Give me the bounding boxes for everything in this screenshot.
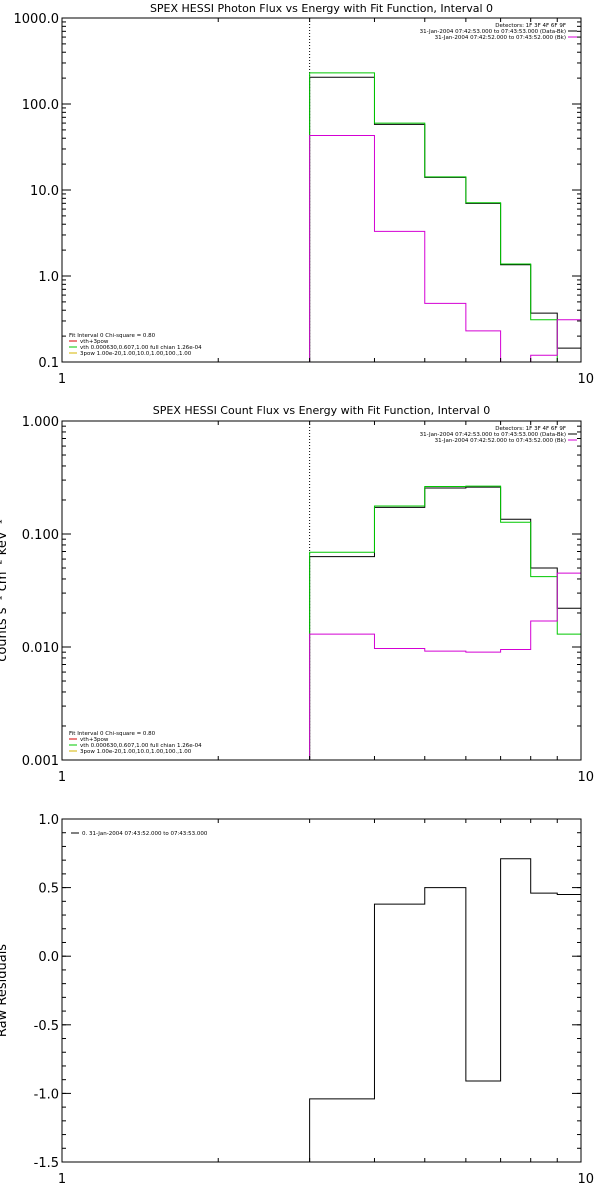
x-tick-label: 10	[577, 770, 594, 785]
y-tick-label: 0.5	[38, 882, 59, 897]
y-tick-label: 0.1	[38, 356, 59, 371]
y-tick-label: 100.0	[22, 98, 59, 113]
chart-panel-2: -1.5 -1.0 -0.5 0.0 0.5 1.0 1 10 Raw Residuals 0. …	[0, 813, 594, 1187]
fit-legend-entry: 3pow 1.00e-20,1.00,10.0,1.00,100.,1.00	[80, 351, 192, 357]
plot-frame	[61, 17, 582, 363]
top-legend-entry: 31-Jan-2004 07:42:52.000 to 07:43:52.000…	[435, 438, 566, 444]
plot-frame	[61, 420, 582, 761]
y-tick-label: 1.000	[22, 415, 59, 430]
fit-legend-entry: vth+3pow	[80, 339, 109, 345]
y-tick-label: -1.0	[34, 1087, 59, 1102]
fit-legend-entry: vth 0.000630,0.607,1.00 full chian 1.26e…	[80, 743, 202, 749]
y-tick-label: 1.0	[38, 813, 59, 828]
x-tick-label: 1	[58, 372, 66, 387]
top-legend-entry: 31-Jan-2004 07:42:53.000 to 07:43:53.000…	[420, 432, 566, 438]
y-tick-label: 0.0	[38, 950, 59, 965]
fit-legend-header: Fit Interval 0 Chi-square = 0.80	[69, 731, 156, 737]
plot-frame	[61, 818, 582, 1163]
y-tick-label: 0.100	[22, 528, 59, 543]
y-tick-label: 0.010	[22, 641, 59, 656]
x-tick-label: 10	[577, 372, 594, 387]
fit-legend-header: Fit Interval 0 Chi-square = 0.80	[69, 333, 156, 339]
x-tick-label: 1	[58, 1172, 66, 1187]
series-line-1	[309, 485, 581, 760]
x-tick-label: 1	[58, 770, 66, 785]
series-line-0	[309, 486, 581, 760]
y-tick-label: 0.001	[22, 754, 59, 769]
top-legend-entry: 31-Jan-2004 07:42:53.000 to 07:43:53.000…	[420, 29, 566, 35]
chart-title: SPEX HESSI Photon Flux vs Energy with Fi…	[150, 2, 493, 15]
y-tick-label: 10.0	[30, 184, 59, 199]
residual-legend-entry: 0. 31-Jan-2004 07:43:52.000 to 07:43:53.…	[82, 831, 208, 837]
top-legend-entry: Detectors: 1F 3F 4F 6F 9F	[495, 23, 566, 29]
series-line-2	[309, 572, 581, 760]
series-line-0	[309, 858, 581, 1162]
top-legend-entry: 31-Jan-2004 07:42:52.000 to 07:43:52.000…	[435, 35, 566, 41]
series-line-2	[309, 135, 581, 362]
chart-panel-0: SPEX HESSI Photon Flux vs Energy with Fi…	[14, 2, 595, 387]
y-axis-label: Raw Residuals	[0, 944, 10, 1037]
y-tick-label: 1000.0	[14, 12, 60, 27]
chart-title: SPEX HESSI Count Flux vs Energy with Fit…	[153, 404, 490, 417]
fit-legend-entry: 3pow 1.00e-20,1.00,10.0,1.00,100.,1.00	[80, 749, 192, 755]
y-tick-label: 1.0	[38, 270, 59, 285]
y-tick-label: -1.5	[34, 1156, 59, 1171]
fit-legend-entry: vth+3pow	[80, 737, 109, 743]
fit-legend-entry: vth 0.000630,0.607,1.00 full chian 1.26e…	[80, 345, 202, 351]
y-tick-label: -0.5	[34, 1019, 59, 1034]
x-tick-label: 10	[577, 1172, 594, 1187]
chart-panel-1: SPEX HESSI Count Flux vs Energy with Fit…	[0, 404, 594, 785]
top-legend-entry: Detectors: 1F 3F 4F 6F 9F	[495, 426, 566, 432]
y-axis-label: counts s⁻¹ cm⁻² keV⁻¹	[0, 519, 10, 662]
series-line-1	[309, 72, 558, 362]
